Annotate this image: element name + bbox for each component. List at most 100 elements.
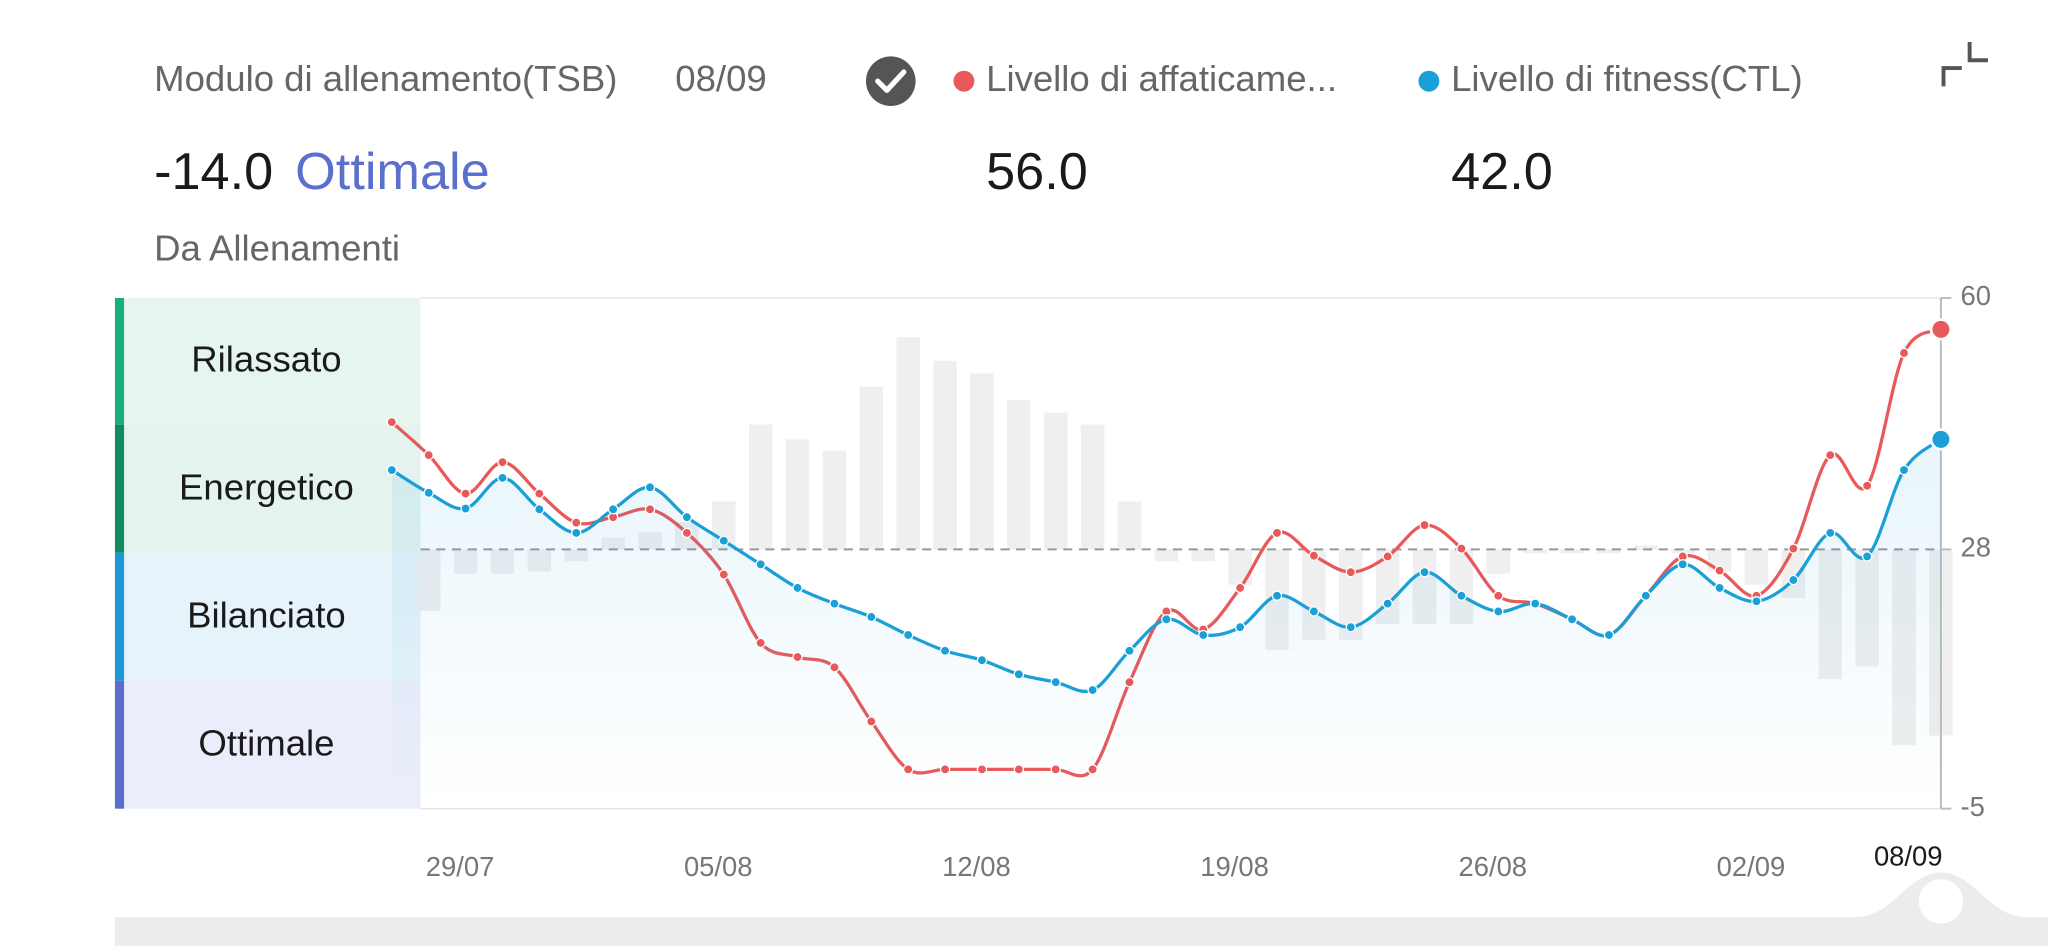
legend: Livello di affaticame... Livello di fitne… [953, 58, 1803, 99]
point [1050, 676, 1061, 688]
point [976, 654, 988, 666]
bar [1486, 549, 1511, 574]
point [460, 503, 471, 514]
point [866, 611, 877, 623]
bar [970, 373, 994, 550]
bar [896, 337, 920, 550]
point [1087, 684, 1098, 696]
point [718, 535, 730, 546]
point [1603, 629, 1615, 641]
zone-stripe [114, 552, 125, 681]
point [1271, 590, 1283, 601]
check-mark[interactable] [875, 69, 907, 93]
point [1419, 519, 1430, 531]
point [497, 456, 508, 468]
fatigue-value: 56.0 [986, 143, 1088, 201]
title: Modulo di allenamento(TSB) [154, 58, 617, 99]
scrubber-handle[interactable] [1918, 879, 1964, 924]
zone-label: Ottimale [198, 723, 334, 764]
point [1198, 629, 1209, 641]
point [681, 527, 693, 539]
x-tick-label: 26/08 [1458, 851, 1527, 882]
point [1714, 582, 1725, 594]
point [829, 598, 840, 609]
zone-stripe [114, 424, 125, 553]
point [1013, 669, 1025, 680]
y-tick-label: 28 [1960, 532, 1990, 563]
point [1124, 676, 1135, 688]
point [1234, 621, 1246, 633]
point [1929, 428, 1952, 451]
date: 08/09 [675, 58, 767, 99]
point [1751, 596, 1762, 607]
point [1124, 645, 1135, 656]
x-tick-label: 02/09 [1717, 851, 1786, 882]
point [1345, 566, 1357, 578]
check-circle[interactable] [865, 56, 916, 106]
legend-dot [953, 70, 975, 92]
point [1456, 590, 1467, 601]
legend-label: Livello di affaticame... [986, 58, 1337, 99]
point [902, 629, 914, 641]
point [976, 764, 988, 775]
bar [1560, 549, 1584, 554]
point [386, 464, 398, 476]
point [1788, 543, 1799, 554]
bar [1597, 549, 1621, 554]
plot: -5 28 60 29/07 05/08 12/08 19/08 26/08 02/09 08/0… [386, 280, 1991, 882]
point [1861, 480, 1873, 491]
point [1013, 764, 1025, 775]
expand-icon[interactable] [1941, 41, 1988, 87]
point [534, 488, 545, 499]
point [1087, 764, 1098, 775]
zone-label: Rilassato [191, 339, 341, 380]
point [866, 716, 877, 727]
bar [1634, 545, 1658, 550]
point [792, 651, 803, 663]
zone-stripe [114, 680, 125, 809]
point [755, 637, 766, 649]
bar [1523, 549, 1547, 554]
point [644, 482, 656, 493]
point [829, 662, 840, 673]
bar [748, 424, 773, 550]
point [1825, 449, 1836, 461]
scrubber[interactable] [114, 872, 2048, 946]
bar [1744, 549, 1769, 585]
point [386, 416, 398, 428]
x-tick-label: 12/08 [942, 851, 1011, 882]
x-tick-label: 19/08 [1200, 851, 1269, 882]
x-tick-label: 08/09 [1874, 841, 1943, 872]
zone-bg [114, 680, 421, 809]
bar [933, 360, 957, 550]
zone-stripe [114, 297, 125, 425]
point [1677, 559, 1688, 570]
y-tick-label: -5 [1960, 791, 1984, 822]
point [792, 582, 803, 594]
point [939, 764, 951, 775]
expand-path[interactable] [1941, 41, 1988, 87]
point [1050, 764, 1061, 775]
point [534, 504, 545, 515]
point [1714, 565, 1725, 576]
y-tick-label: 60 [1960, 280, 1990, 311]
point [755, 559, 766, 570]
point [460, 488, 471, 499]
zone-bg [114, 552, 421, 681]
check-toggle[interactable] [865, 56, 916, 106]
point [1382, 551, 1393, 562]
x-tick-label: 05/08 [684, 851, 753, 882]
bar [1007, 400, 1031, 550]
point [1493, 606, 1504, 617]
point [681, 511, 693, 523]
point [607, 504, 619, 515]
zone-bg [114, 297, 421, 425]
point [1456, 543, 1467, 554]
point [571, 517, 582, 528]
zone-label: Energetico [179, 467, 354, 508]
scrubber-track[interactable] [114, 872, 2048, 946]
bar [1117, 501, 1142, 550]
point [1308, 550, 1320, 561]
bar [1080, 424, 1105, 550]
